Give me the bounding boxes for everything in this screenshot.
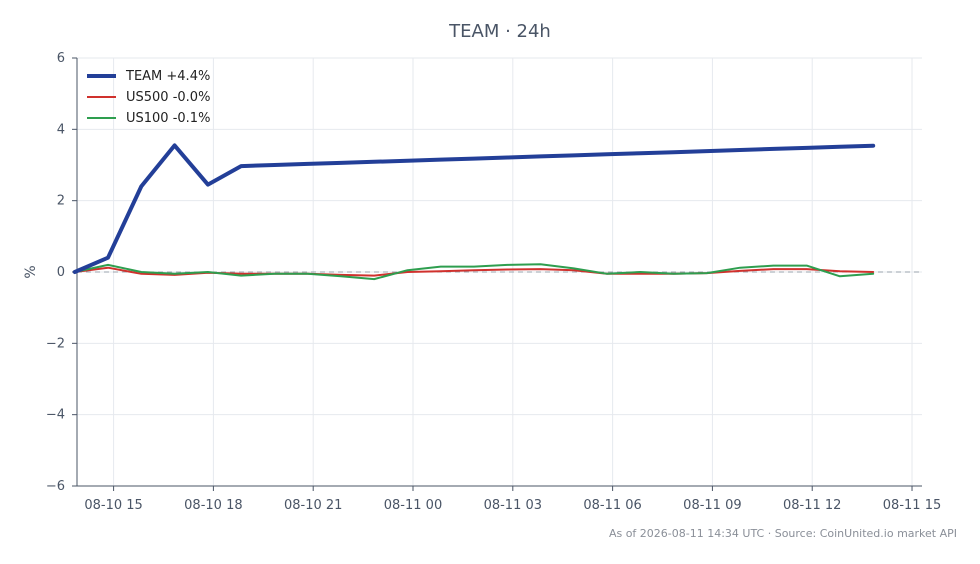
axes: −6 −4 −2 0 2 4 6 08-10 15 08-10 18 08-10 21 08-11 …: [46, 51, 941, 513]
series-line-0: [72, 143, 876, 274]
legend-label-2: US100 -0.1%: [126, 111, 210, 126]
x-tick-label: 08-11 09: [683, 498, 741, 513]
y-tick-label: 6: [57, 51, 65, 66]
x-tick-label: 08-10 21: [284, 498, 342, 513]
legend-label-0: TEAM +4.4%: [125, 69, 210, 84]
x-tick-label: 08-11 00: [384, 498, 442, 513]
x-tick-label: 08-11 06: [583, 498, 641, 513]
x-tick-label: 08-11 12: [783, 498, 841, 513]
y-tick-label: −2: [46, 336, 65, 351]
series-line-2: [73, 263, 875, 281]
x-tick-label: 08-10 15: [84, 498, 142, 513]
y-tick-label: 0: [57, 265, 65, 280]
y-tick-label: −4: [46, 408, 65, 423]
legend: TEAM +4.4% US500 -0.0% US100 -0.1%: [87, 69, 210, 126]
x-tick-label: 08-11 03: [484, 498, 542, 513]
y-tick-label: 4: [57, 122, 65, 137]
y-axis-label: %: [23, 265, 39, 278]
y-tick-label: 2: [57, 194, 65, 209]
x-tick-label: 08-11 15: [883, 498, 941, 513]
y-tick-label: −6: [46, 479, 65, 494]
footer-source: As of 2026-08-11 14:34 UTC · Source: Coi…: [609, 527, 957, 540]
series-lines: [72, 143, 876, 281]
chart-title: TEAM · 24h: [448, 21, 551, 42]
x-tick-label: 08-10 18: [184, 498, 242, 513]
legend-label-1: US500 -0.0%: [126, 90, 210, 105]
